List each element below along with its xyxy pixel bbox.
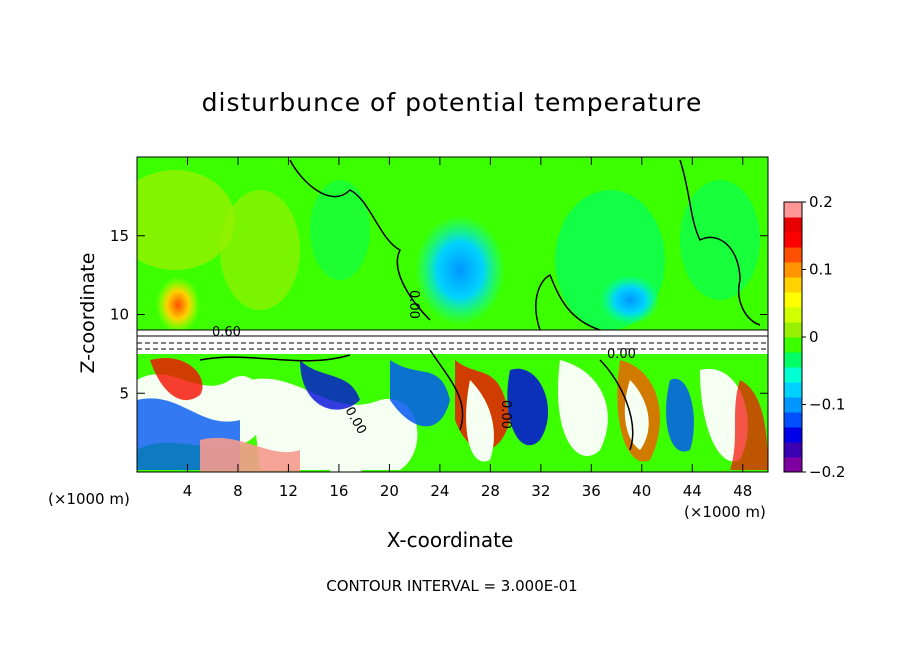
colorbar-swatch <box>784 382 802 398</box>
colorbar-swatch <box>784 307 802 323</box>
contour-label: 0.00 <box>406 290 421 319</box>
x-unit-label-left: (×1000 m) <box>48 490 130 508</box>
contour-label: 0.00 <box>498 400 513 429</box>
x-tick-label: 24 <box>430 482 449 500</box>
colorbar-swatch <box>784 337 802 353</box>
colorbar-tick-label: −0.2 <box>809 463 845 481</box>
colorbar-swatch <box>784 442 802 458</box>
x-tick-label: 12 <box>279 482 298 500</box>
colorbar-swatch <box>784 277 802 293</box>
colorbar-swatch <box>784 412 802 428</box>
heatmap-field <box>137 157 768 472</box>
colorbar-swatch <box>784 247 802 263</box>
x-tick-label: 28 <box>481 482 500 500</box>
colorbar-tick-label: −0.1 <box>809 396 845 414</box>
colorbar-swatch <box>784 232 802 248</box>
colorbar-swatch <box>784 262 802 278</box>
x-tick-label: 40 <box>632 482 651 500</box>
contour-lines <box>137 159 768 451</box>
y-tick-label: 5 <box>119 384 129 402</box>
x-tick-label: 4 <box>183 482 193 500</box>
colorbar-tick-label: 0.2 <box>809 193 833 211</box>
x-tick-label: 16 <box>329 482 348 500</box>
colorbar-swatch <box>784 457 802 473</box>
colorbar-swatch <box>784 217 802 233</box>
x-tick-label: 20 <box>380 482 399 500</box>
contour-interval-note: CONTOUR INTERVAL = 3.000E-01 <box>326 577 578 595</box>
x-tick-label: 8 <box>233 482 243 500</box>
x-tick-label: 44 <box>683 482 702 500</box>
colorbar-tick-label: 0.1 <box>809 261 833 279</box>
x-axis-label: X-coordinate <box>386 528 514 552</box>
x-unit-label-right: (×1000 m) <box>684 503 766 521</box>
colorbar-swatch <box>784 322 802 338</box>
colorbar-swatch <box>784 367 802 383</box>
colorbar-swatch <box>784 397 802 413</box>
contour-label: 0.00 <box>607 347 636 362</box>
colorbar-tick-label: 0 <box>809 328 819 346</box>
x-tick-label: 48 <box>733 482 752 500</box>
x-tick-label: 32 <box>531 482 550 500</box>
colorbar-swatch <box>784 292 802 308</box>
colorbar-swatch <box>784 427 802 443</box>
y-tick-label: 15 <box>110 227 129 245</box>
colorbar: 0.2 0.1 0 −0.1 −0.2 <box>783 193 845 481</box>
contour-label: 0.60 <box>212 325 241 340</box>
x-tick-label: 36 <box>582 482 601 500</box>
colorbar-swatch <box>784 202 802 218</box>
colorbar-swatch <box>784 352 802 368</box>
contour-labels: 0.00 0.60 0.00 0.00 0.00 <box>212 290 636 437</box>
chart-title: disturbunce of potential temperature <box>201 88 703 117</box>
y-tick-label: 10 <box>110 306 129 324</box>
